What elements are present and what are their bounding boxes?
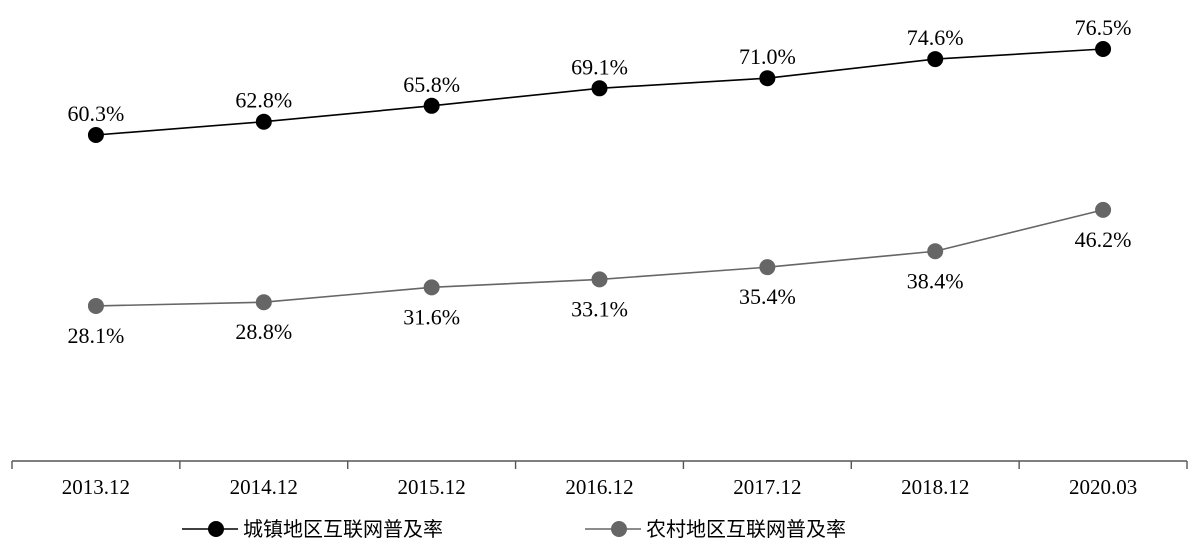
data-point: [1095, 201, 1112, 218]
data-label: 38.4%: [907, 268, 964, 293]
data-label: 33.1%: [571, 296, 628, 321]
data-label: 60.3%: [68, 101, 125, 126]
data-label: 71.0%: [739, 44, 796, 69]
legend-label: 城镇地区互联网普及率: [243, 517, 443, 541]
legend-label: 农村地区互联网普及率: [646, 517, 846, 541]
data-label: 74.6%: [907, 25, 964, 50]
data-point: [255, 294, 272, 311]
data-label: 69.1%: [571, 54, 628, 79]
series-layer: 60.3% 62.8% 65.8% 69.1% 71.0% 74.6% 76.5% 28.1%…: [68, 15, 1132, 348]
data-label: 65.8%: [403, 72, 460, 97]
series-1: 60.3% 62.8% 65.8% 69.1% 71.0% 74.6% 76.5%: [68, 15, 1132, 143]
legend: 城镇地区互联网普及率 农村地区互联网普及率: [182, 517, 846, 541]
data-point: [1095, 41, 1112, 57]
data-label: 35.4%: [739, 284, 796, 309]
legend-marker: [208, 521, 224, 537]
data-label: 62.8%: [235, 88, 292, 113]
legend-item-1: 城镇地区互联网普及率: [182, 517, 443, 541]
series-2: 28.1% 28.8% 31.6% 33.1% 35.4% 38.4% 46.2%: [68, 201, 1132, 348]
data-point: [759, 259, 776, 276]
x-tick-label: 2018.12: [901, 475, 969, 499]
data-point: [927, 243, 944, 260]
data-point: [591, 80, 608, 97]
data-label: 31.6%: [403, 304, 460, 329]
x-tick-label: 2015.12: [398, 475, 466, 499]
data-point: [423, 279, 440, 296]
x-tick-label: 2017.12: [733, 475, 801, 499]
x-tick-label: 2016.12: [565, 475, 633, 499]
data-label: 76.5%: [1075, 15, 1132, 40]
legend-marker: [611, 521, 627, 537]
x-tick-label: 2013.12: [62, 475, 130, 499]
data-point: [759, 70, 776, 87]
data-point: [87, 127, 104, 143]
legend-item-2: 农村地区互联网普及率: [585, 517, 846, 541]
data-label: 28.8%: [235, 319, 292, 344]
data-point: [87, 297, 104, 314]
data-point: [927, 51, 944, 68]
data-point: [591, 271, 608, 288]
x-tick-label: 2014.12: [230, 475, 298, 499]
data-label: 46.2%: [1075, 227, 1132, 252]
x-axis: 2013.12 2014.12 2015.12 2016.12 2017.12 2018.…: [11, 460, 1188, 499]
x-tick-label: 2020.03: [1069, 475, 1137, 499]
data-label: 28.1%: [68, 323, 125, 348]
data-point: [423, 97, 440, 114]
data-point: [255, 113, 272, 130]
